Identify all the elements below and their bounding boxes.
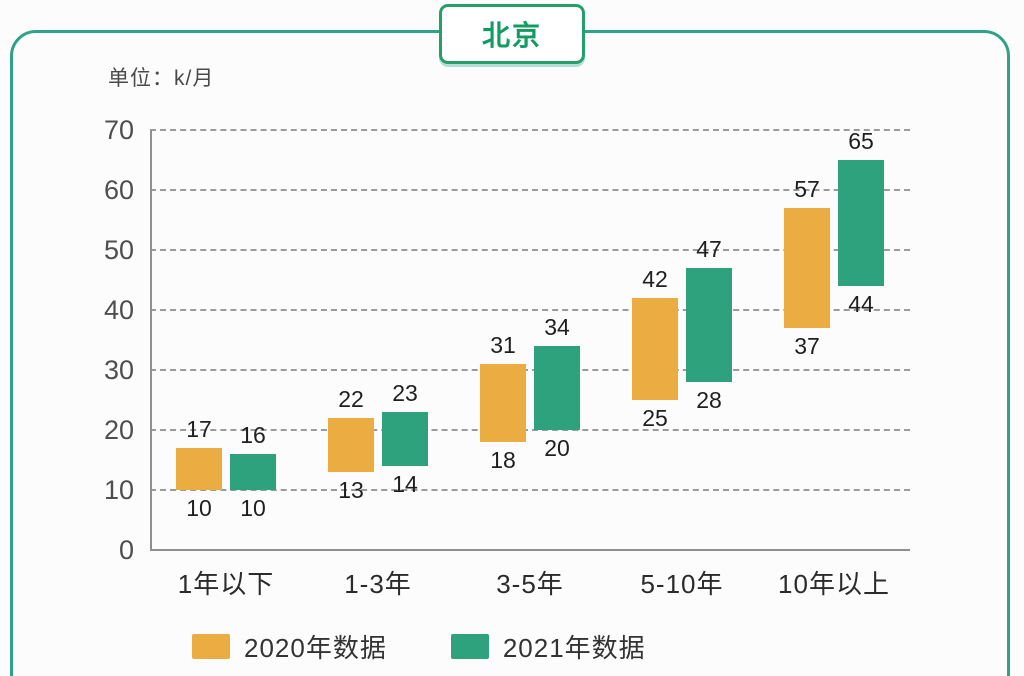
- bar-min-value-label: 10: [186, 495, 212, 521]
- x-axis-line: [150, 549, 910, 551]
- bar-max-value-label: 31: [490, 332, 516, 358]
- legend-item: 2020年数据: [192, 628, 387, 665]
- legend-label: 2021年数据: [502, 633, 646, 663]
- bar-min-value-label: 37: [794, 333, 820, 359]
- gridline: [150, 489, 910, 491]
- bar-2020年数据: [176, 448, 222, 490]
- bar-2021年数据: [534, 346, 580, 430]
- bar-min-value-label: 44: [848, 291, 874, 317]
- bar-max-value-label: 16: [240, 422, 266, 448]
- bar-2021年数据: [838, 160, 884, 286]
- gridline: [150, 429, 910, 431]
- y-axis-tick-label: 60: [103, 175, 134, 205]
- gridline: [150, 369, 910, 371]
- bar-max-value-label: 22: [338, 386, 364, 412]
- bar-min-value-label: 25: [642, 405, 668, 431]
- bar-2020年数据: [784, 208, 830, 328]
- y-axis-tick-label: 50: [103, 235, 134, 265]
- bar-max-value-label: 57: [794, 176, 820, 202]
- bar-2021年数据: [230, 454, 276, 490]
- gridline: [150, 189, 910, 191]
- gridline: [150, 249, 910, 251]
- bar-2020年数据: [480, 364, 526, 442]
- legend: 2020年数据 2021年数据: [192, 628, 646, 665]
- bar-min-value-label: 28: [696, 387, 722, 413]
- gridline: [150, 129, 910, 131]
- bar-max-value-label: 23: [392, 380, 418, 406]
- y-axis-tick-label: 10: [103, 475, 134, 505]
- chart-title: 北京: [481, 20, 543, 51]
- y-axis-tick-label: 40: [103, 295, 134, 325]
- x-axis-category-label: 3-5年: [496, 569, 564, 599]
- bar-max-value-label: 47: [696, 236, 722, 262]
- legend-item: 2021年数据: [450, 628, 646, 665]
- bar-2020年数据: [632, 298, 678, 400]
- bar-max-value-label: 65: [848, 128, 874, 154]
- bar-min-value-label: 14: [392, 471, 418, 497]
- bar-min-value-label: 10: [240, 495, 266, 521]
- bar-max-value-label: 17: [186, 416, 212, 442]
- x-axis-category-label: 10年以上: [778, 569, 890, 599]
- bar-min-value-label: 20: [544, 435, 570, 461]
- x-axis-category-label: 1年以下: [177, 569, 275, 599]
- y-axis-tick-label: 70: [103, 115, 134, 145]
- y-axis-line: [150, 130, 152, 550]
- unit-label: 单位：k/月: [108, 67, 215, 90]
- y-axis-tick-label: 0: [118, 535, 134, 565]
- legend-label: 2020年数据: [244, 633, 387, 663]
- gridline: [150, 309, 910, 311]
- bar-2021年数据: [382, 412, 428, 466]
- bar-2021年数据: [686, 268, 732, 382]
- y-axis-tick-label: 20: [103, 415, 134, 445]
- legend-swatch-icon: [192, 634, 230, 659]
- y-axis-tick-label: 30: [103, 355, 134, 385]
- x-axis-category-label: 1-3年: [344, 569, 412, 599]
- bar-min-value-label: 13: [338, 477, 364, 503]
- legend-swatch-icon: [450, 634, 489, 659]
- bar-2020年数据: [328, 418, 374, 472]
- bar-max-value-label: 34: [544, 314, 570, 340]
- chart-title-pill: 北京: [438, 4, 586, 64]
- bar-min-value-label: 18: [490, 447, 516, 473]
- x-axis-category-label: 5-10年: [640, 569, 724, 599]
- bar-max-value-label: 42: [642, 266, 668, 292]
